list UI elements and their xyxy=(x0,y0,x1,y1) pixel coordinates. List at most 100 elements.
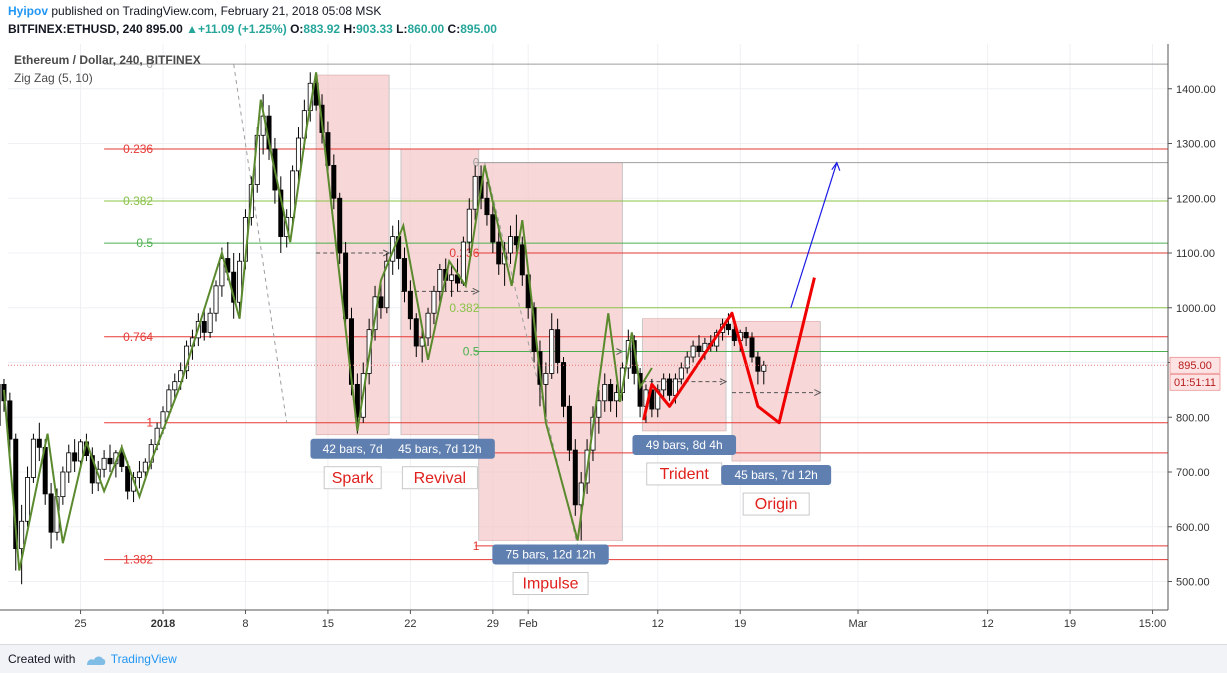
candle-body xyxy=(573,450,577,505)
high-value: 903.33 xyxy=(356,22,393,36)
bars-count-label: 49 bars, 8d 4h xyxy=(646,438,723,452)
candle-body xyxy=(491,215,495,242)
candle-body xyxy=(220,258,224,285)
price-tick-label: 1300.00 xyxy=(1176,139,1216,151)
candle-body xyxy=(461,242,465,283)
fib-level-label: 0.764 xyxy=(123,330,153,344)
candle-body xyxy=(685,357,689,368)
time-tick-label: 8 xyxy=(242,618,248,630)
time-tick-label: 19 xyxy=(1064,618,1076,630)
candle-body xyxy=(726,324,730,329)
time-tick-label: 15 xyxy=(322,618,334,630)
countdown-label: 01:51:11 xyxy=(1174,377,1216,389)
candle-body xyxy=(379,297,383,308)
price-tick-label: 600.00 xyxy=(1176,522,1210,534)
open-label: O: xyxy=(290,22,303,36)
candle-body xyxy=(426,313,430,338)
phase-name-label: Origin xyxy=(755,496,798,513)
price-tick-label: 700.00 xyxy=(1176,467,1210,479)
phase-name-label: Impulse xyxy=(523,575,579,592)
tradingview-link[interactable]: TradingView xyxy=(111,652,177,666)
chart-header: Hyipov published on TradingView.com, Feb… xyxy=(0,0,1227,44)
price-tick-label: 1000.00 xyxy=(1176,303,1216,315)
pattern-box xyxy=(732,321,820,461)
candle-body xyxy=(691,346,695,357)
last-price-label: 895.00 xyxy=(1178,360,1212,372)
fib-level-label: 1 xyxy=(473,539,480,553)
candle-body xyxy=(173,382,177,390)
candle-body xyxy=(67,453,71,472)
ohlc-line: BITFINEX:ETHUSD, 240 895.00 ▲+11.09 (+1.… xyxy=(8,22,497,36)
time-tick-label: 25 xyxy=(74,618,86,630)
candle-body xyxy=(402,258,406,291)
candle-body xyxy=(73,453,77,461)
candle-body xyxy=(556,330,560,363)
close-label: C: xyxy=(448,22,461,36)
candle-body xyxy=(414,319,418,346)
bars-count-label: 45 bars, 7d 12h xyxy=(398,442,481,456)
candle-body xyxy=(473,176,477,209)
bars-count-label: 75 bars, 12d 12h xyxy=(506,547,596,561)
candle-body xyxy=(467,209,471,242)
fib-level-label: 0.236 xyxy=(123,142,153,156)
candle-body xyxy=(338,198,342,253)
fib-level-label: 0.5 xyxy=(463,345,480,359)
candle-body xyxy=(20,521,24,548)
candle-body xyxy=(544,373,548,384)
candle-body xyxy=(697,346,701,351)
high-label: H: xyxy=(343,22,356,36)
candle-body xyxy=(603,384,607,400)
candle-body xyxy=(667,379,671,395)
chart-title: Ethereum / Dollar, 240, BITFINEX xyxy=(14,53,201,67)
fib-level-label: 0.382 xyxy=(449,301,479,315)
price-tick-label: 500.00 xyxy=(1176,577,1210,589)
time-tick-label: 15:00 xyxy=(1139,618,1167,630)
candle-body xyxy=(49,494,53,532)
fib-level-label: 0.382 xyxy=(123,194,153,208)
candle-body xyxy=(744,332,748,337)
bars-count-label: 45 bars, 7d 12h xyxy=(734,468,817,482)
low-value: 860.00 xyxy=(408,22,445,36)
candle-body xyxy=(450,275,454,280)
time-tick-label: Feb xyxy=(519,618,538,630)
time-tick-label: 12 xyxy=(652,618,664,630)
candle-body xyxy=(597,401,601,417)
candle-body xyxy=(485,198,489,214)
candle-body xyxy=(143,462,147,472)
bars-count-label: 42 bars, 7d xyxy=(323,442,383,456)
candle-body xyxy=(137,472,141,477)
candle-body xyxy=(432,291,436,313)
candle-body xyxy=(679,368,683,379)
tradingview-logo-icon xyxy=(85,654,107,666)
indicator-label: Zig Zag (5, 10) xyxy=(14,71,93,85)
phase-name-label: Spark xyxy=(332,470,375,487)
footer: Created with TradingView xyxy=(0,644,1227,673)
candle-body xyxy=(750,338,754,357)
price-tick-label: 800.00 xyxy=(1176,412,1210,424)
candle-body xyxy=(609,384,613,400)
fib-level-label: 0.5 xyxy=(136,236,153,250)
candle-body xyxy=(762,365,766,371)
candle-body xyxy=(408,291,412,318)
candle-body xyxy=(438,269,442,291)
candle-body xyxy=(332,165,336,198)
phase-name-label: Trident xyxy=(660,466,710,483)
up-arrow-icon: ▲ xyxy=(186,22,198,36)
time-tick-label: 29 xyxy=(487,618,499,630)
candle-body xyxy=(662,379,666,390)
publish-line: Hyipov published on TradingView.com, Feb… xyxy=(8,4,381,18)
time-tick-label: Mar xyxy=(849,618,868,630)
candle-body xyxy=(296,138,300,171)
fib-level-label: 0 xyxy=(473,156,480,170)
candle-body xyxy=(31,439,35,477)
candle-body xyxy=(561,363,565,407)
fib-level-label: 1.382 xyxy=(123,553,153,567)
candle-body xyxy=(520,245,524,275)
symbol-label: BITFINEX:ETHUSD, 240 xyxy=(8,22,143,36)
candle-body xyxy=(120,453,124,467)
price-chart[interactable]: 00.2360.3820.50.76411.38200.2360.3820.50… xyxy=(0,44,1227,644)
time-tick-label: 19 xyxy=(734,618,746,630)
change-value: +11.09 (+1.25%) xyxy=(198,22,287,36)
candle-body xyxy=(208,313,212,332)
author-link[interactable]: Hyipov xyxy=(8,4,48,18)
